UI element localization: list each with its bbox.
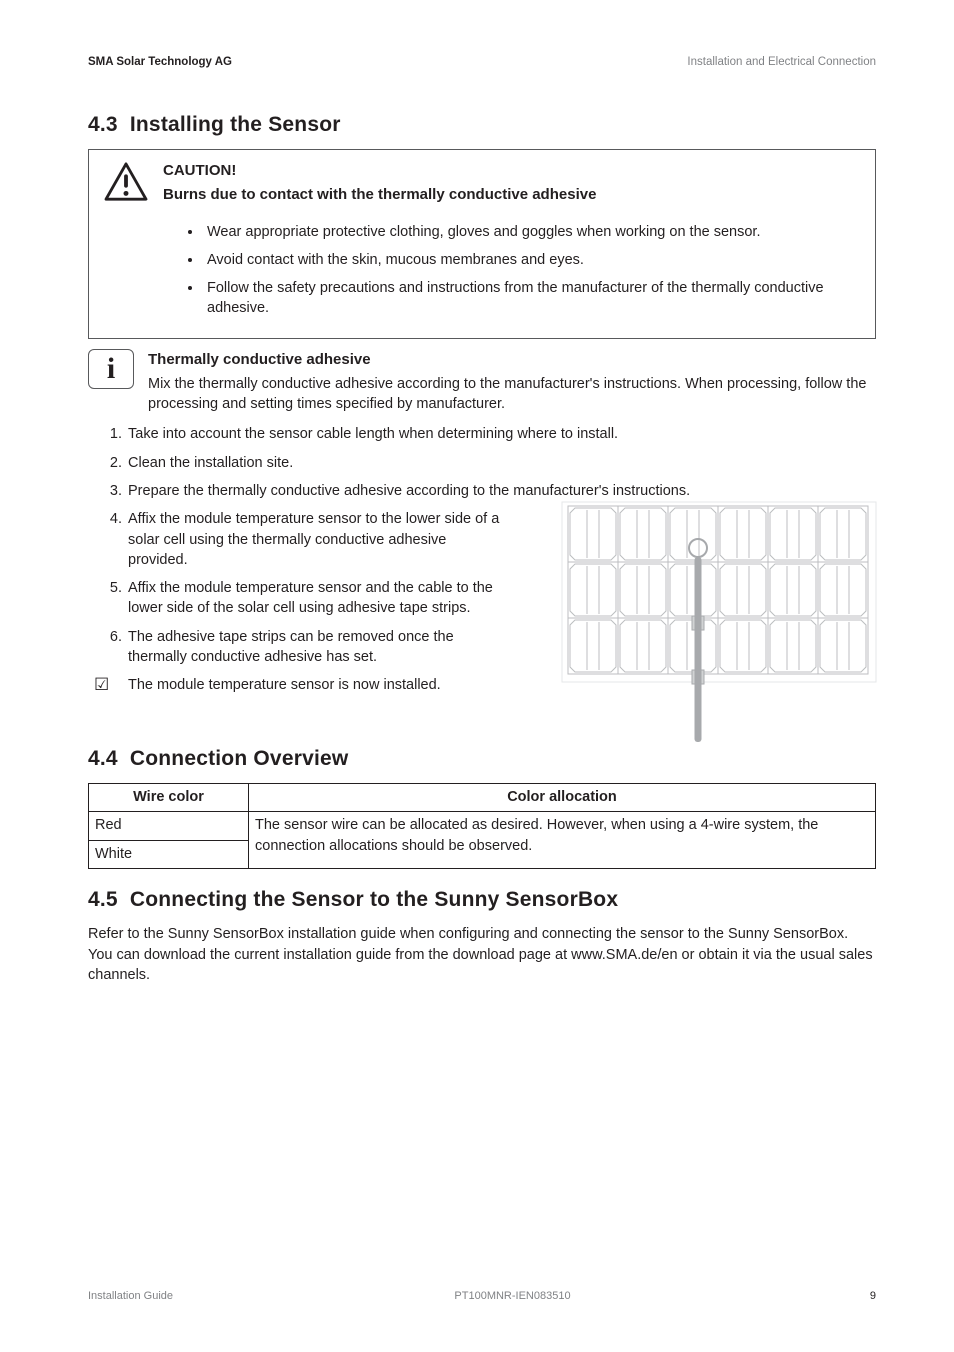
- info-title: Thermally conductive adhesive: [148, 349, 876, 370]
- allocation-line-1: The sensor wire can be allocated as desi…: [255, 817, 740, 833]
- cell-allocation: The sensor wire can be allocated as desi…: [249, 812, 876, 869]
- heading-4-3: 4.3 Installing the Sensor: [88, 110, 876, 139]
- warning-triangle-icon: [103, 162, 149, 202]
- heading-4-3-num: 4.3: [88, 110, 118, 139]
- heading-4-5-num: 4.5: [88, 885, 118, 914]
- footer-left: Installation Guide: [88, 1289, 173, 1304]
- table-row: Red The sensor wire can be allocated as …: [89, 812, 876, 840]
- step-2: Clean the installation site.: [88, 453, 876, 473]
- caution-title: CAUTION!: [163, 160, 596, 181]
- caution-bullet: Follow the safety precautions and instru…: [203, 278, 861, 318]
- caution-bullet: Wear appropriate protective clothing, gl…: [203, 222, 861, 242]
- caution-box: CAUTION! Burns due to contact with the t…: [88, 149, 876, 338]
- install-check: The module temperature sensor is now ins…: [88, 675, 508, 695]
- step-1: Take into account the sensor cable lengt…: [88, 424, 876, 444]
- heading-4-3-text: Installing the Sensor: [130, 113, 341, 136]
- step-4: Affix the module temperature sensor to t…: [88, 509, 508, 570]
- col-color-allocation: Color allocation: [249, 783, 876, 811]
- info-body: Thermally conductive adhesive Mix the th…: [148, 349, 876, 415]
- footer-page: 9: [852, 1289, 876, 1304]
- table-header-row: Wire color Color allocation: [89, 783, 876, 811]
- panel-diagram-icon: [558, 498, 890, 742]
- info-text: Mix the thermally conductive adhesive ac…: [148, 374, 876, 415]
- steps-wrap: Take into account the sensor cable lengt…: [88, 424, 876, 695]
- info-icon: i: [88, 349, 134, 389]
- heading-4-4-num: 4.4: [88, 744, 118, 773]
- page-header: SMA Solar Technology AG Installation and…: [88, 54, 876, 70]
- allocation-table-wrap: Wire color Color allocation Red The sens…: [88, 783, 876, 869]
- cell-wire-white: White: [89, 840, 249, 868]
- caution-titles: CAUTION! Burns due to contact with the t…: [163, 160, 596, 205]
- page-footer: Installation Guide PT100MNR-IEN083510 9: [88, 1289, 876, 1304]
- header-right: Installation and Electrical Connection: [687, 54, 876, 70]
- caution-subtitle: Burns due to contact with the thermally …: [163, 185, 596, 205]
- heading-4-4: 4.4 Connection Overview: [88, 744, 876, 773]
- info-row: i Thermally conductive adhesive Mix the …: [88, 349, 876, 415]
- heading-4-5: 4.5 Connecting the Sensor to the Sunny S…: [88, 885, 876, 914]
- heading-4-4-text: Connection Overview: [130, 747, 349, 770]
- s45-body: Refer to the Sunny SensorBox installatio…: [88, 924, 876, 986]
- cell-wire-red: Red: [89, 812, 249, 840]
- step-5: Affix the module temperature sensor and …: [88, 578, 508, 619]
- col-wire-color: Wire color: [89, 783, 249, 811]
- step-6: The adhesive tape strips can be removed …: [88, 627, 508, 668]
- header-left: SMA Solar Technology AG: [88, 54, 232, 70]
- footer-center: PT100MNR-IEN083510: [454, 1289, 570, 1304]
- caution-bullet: Avoid contact with the skin, mucous memb…: [203, 250, 861, 270]
- heading-4-5-text: Connecting the Sensor to the Sunny Senso…: [130, 888, 618, 911]
- caution-bullets: Wear appropriate protective clothing, gl…: [203, 222, 861, 318]
- caution-head: CAUTION! Burns due to contact with the t…: [103, 160, 861, 205]
- allocation-table: Wire color Color allocation Red The sens…: [88, 783, 876, 869]
